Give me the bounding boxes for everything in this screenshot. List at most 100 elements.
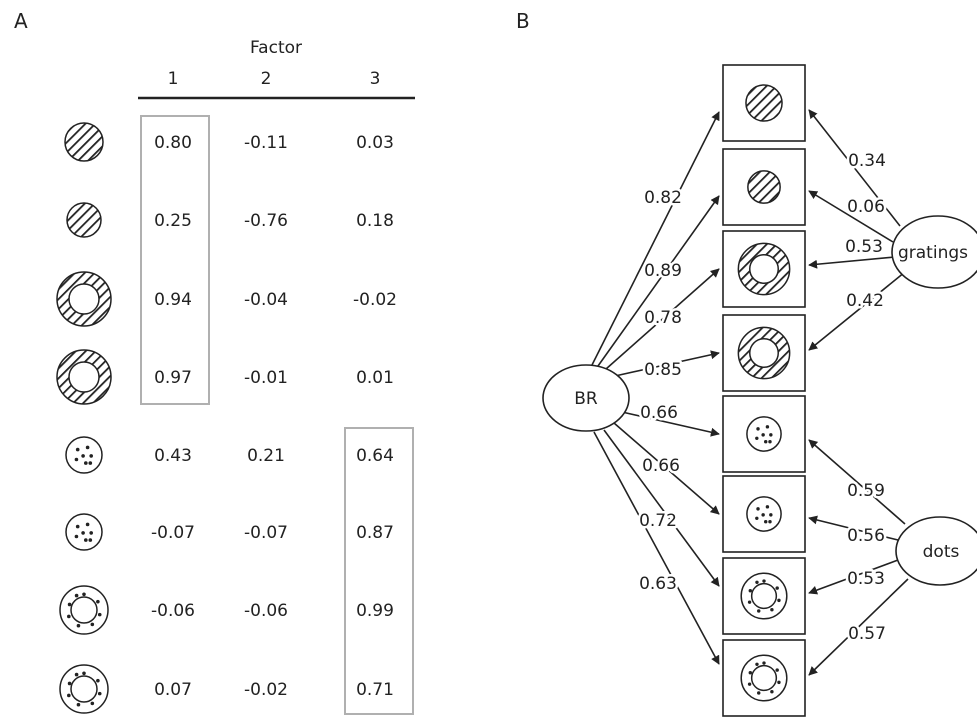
dots-path-arrow: [808, 559, 899, 595]
br-node: BR: [542, 364, 630, 432]
loading-value: 0.43: [154, 446, 192, 466]
table-row: 0.07 -0.02 0.71: [59, 664, 394, 714]
dots-annulus-stimulus-icon: [740, 654, 788, 702]
loading-value: -0.02: [353, 290, 397, 310]
loading-value: 0.64: [356, 446, 394, 466]
br-loading-label: 0.63: [639, 574, 677, 594]
br-path-arrow: [614, 350, 720, 377]
loading-value: -0.07: [151, 523, 195, 543]
br-loading-label: 0.85: [644, 360, 682, 380]
br-loading-label: 0.66: [640, 403, 678, 423]
factor3-highlight-box: [344, 427, 414, 715]
loading-value: -0.04: [244, 290, 288, 310]
loading-value: -0.76: [244, 211, 288, 231]
path-diagram: 0.82 0.89 0.78 0.85 0.66 0.66 0.72 0.63 0.34 0.06…: [591, 64, 909, 717]
column-header: 1: [168, 69, 179, 89]
loading-value: -0.07: [244, 523, 288, 543]
br-path-arrow: [597, 195, 720, 367]
loading-value: -0.06: [151, 601, 195, 621]
dots-disk-stimulus-icon: [65, 513, 103, 551]
panel-b-label: B: [516, 9, 530, 33]
gratings-path-arrow: [808, 190, 894, 243]
dots-disk-stimulus-icon: [746, 416, 782, 452]
gratings-loading-label: 0.53: [845, 237, 883, 257]
dots-annulus-stimulus-icon: [59, 585, 109, 635]
dots-annulus-stimulus-icon: [59, 664, 109, 714]
br-path-arrow: [605, 268, 720, 370]
grating-disk-small-stimulus-icon: [747, 170, 781, 204]
table-row: 0.94 -0.04 -0.02: [56, 271, 397, 327]
observed-variable-box: [722, 314, 806, 392]
loading-value: 0.94: [154, 290, 192, 310]
table-row: -0.07 -0.07 0.87: [65, 513, 394, 551]
grating-annulus-stimulus-icon: [737, 242, 791, 296]
br-path-arrow: [621, 411, 720, 437]
column-headers: 1 2 3: [168, 69, 381, 89]
dots-path-arrow: [808, 439, 906, 525]
br-path-arrow: [593, 431, 720, 665]
loading-value: 0.99: [356, 601, 394, 621]
loading-value: -0.01: [244, 368, 288, 388]
dots-disk-stimulus-icon: [65, 436, 103, 474]
column-header: 3: [370, 69, 381, 89]
table-row: 0.25 -0.76 0.18: [66, 202, 394, 238]
loading-value: 0.03: [356, 133, 394, 153]
observed-variable-box: [722, 230, 806, 308]
dots-loading-label: 0.59: [847, 481, 885, 501]
loading-value: 0.21: [247, 446, 285, 466]
gratings-path-arrow: [808, 256, 896, 269]
gratings-loading-label: 0.06: [847, 197, 885, 217]
loading-value: 0.71: [356, 680, 394, 700]
br-loading-label: 0.72: [639, 511, 677, 531]
table-row: 0.80 -0.11 0.03: [64, 122, 394, 162]
grating-annulus-stimulus-icon: [56, 271, 112, 327]
dots-node-label: dots: [923, 542, 960, 562]
observed-variable-box: [722, 148, 806, 226]
dots-node: dots: [895, 516, 977, 586]
loading-value: 0.87: [356, 523, 394, 543]
grating-annulus-stimulus-icon: [737, 326, 791, 380]
br-path-arrow: [603, 429, 720, 587]
dots-annulus-stimulus-icon: [740, 572, 788, 620]
br-path-arrow: [613, 422, 720, 515]
gratings-loading-label: 0.42: [846, 291, 884, 311]
gratings-path-arrow: [808, 109, 901, 227]
panel-a-label: A: [14, 9, 28, 33]
br-loading-label: 0.78: [644, 308, 682, 328]
gratings-node: gratings: [891, 215, 977, 289]
gratings-path-arrow: [808, 271, 906, 351]
factor1-highlight-box: [140, 115, 210, 405]
loading-value: 0.80: [154, 133, 192, 153]
dots-loading-label: 0.53: [847, 569, 885, 589]
factor-header: Factor: [250, 38, 302, 58]
br-node-label: BR: [574, 389, 598, 409]
br-loading-label: 0.89: [644, 261, 682, 281]
loading-value: 0.01: [356, 368, 394, 388]
table-row: 0.97 -0.01 0.01: [56, 349, 394, 405]
loading-value: 0.07: [154, 680, 192, 700]
grating-disk-stimulus-icon: [64, 122, 104, 162]
br-path-arrow: [591, 111, 720, 366]
loadings-table: 0.80 -0.11 0.03 0.25 -0.76 0.18 0.94 -0.04 -0.02…: [56, 122, 397, 714]
dots-disk-stimulus-icon: [746, 496, 782, 532]
loading-value: 0.18: [356, 211, 394, 231]
loading-value: 0.25: [154, 211, 192, 231]
table-row: -0.06 -0.06 0.99: [59, 585, 394, 635]
dots-loading-label: 0.56: [847, 526, 885, 546]
observed-variable-box: [722, 639, 806, 717]
loading-value: 0.97: [154, 368, 192, 388]
loading-value: -0.11: [244, 133, 288, 153]
gratings-loading-label: 0.34: [848, 151, 886, 171]
dots-loading-label: 0.57: [848, 624, 886, 644]
observed-variable-box: [722, 395, 806, 473]
br-loading-label: 0.66: [642, 456, 680, 476]
loading-value: -0.02: [244, 680, 288, 700]
grating-disk-small-stimulus-icon: [66, 202, 102, 238]
gratings-node-label: gratings: [898, 243, 968, 263]
loading-value: -0.06: [244, 601, 288, 621]
dots-path-arrow: [808, 515, 899, 541]
grating-annulus-stimulus-icon: [56, 349, 112, 405]
observed-variable-box: [722, 475, 806, 553]
table-row: 0.43 0.21 0.64: [65, 436, 394, 474]
